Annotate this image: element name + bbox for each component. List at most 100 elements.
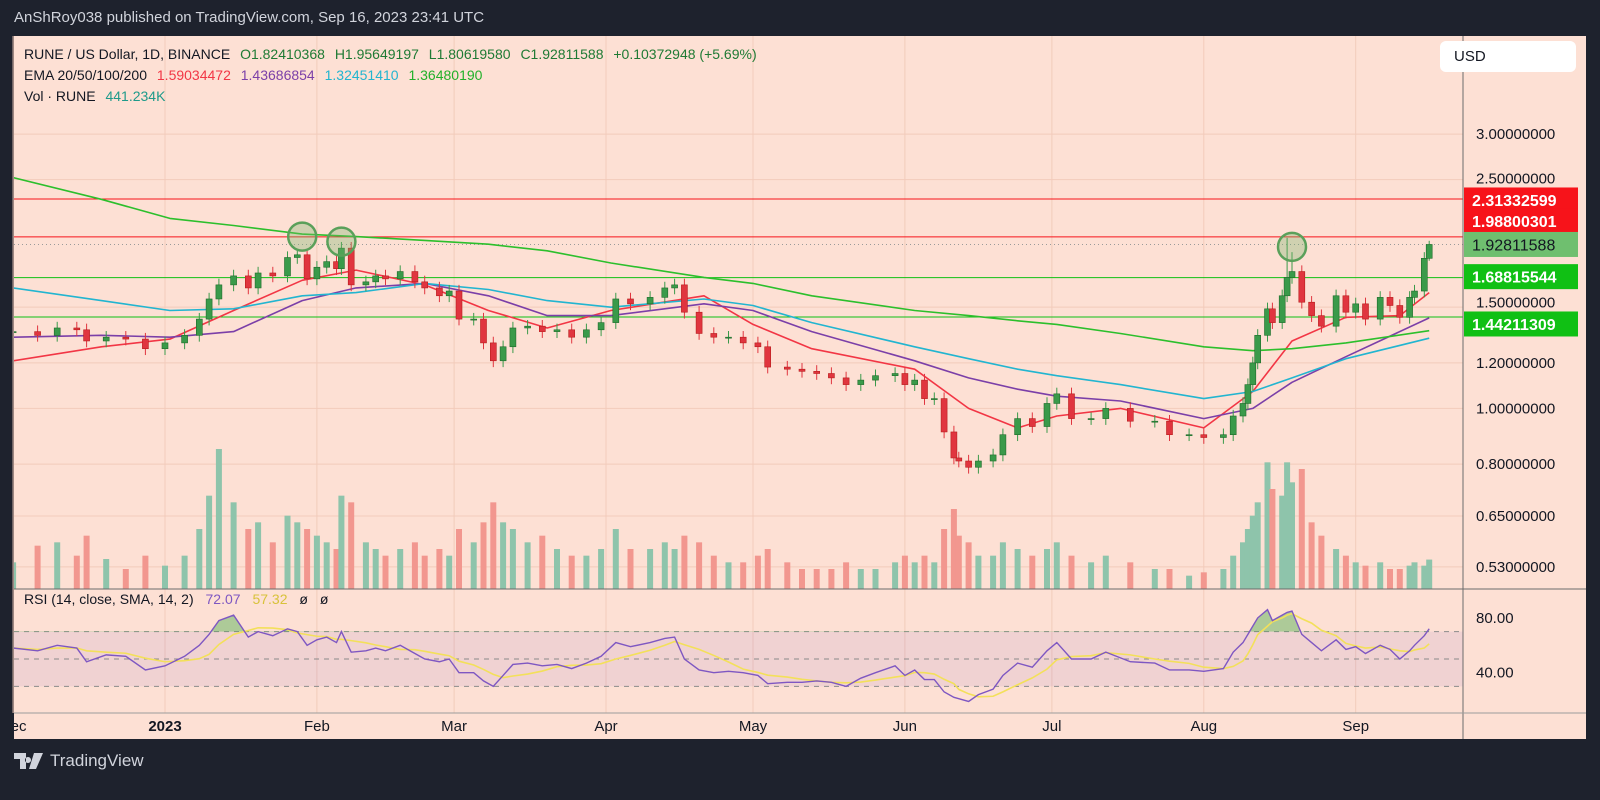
- volume-bar: [54, 542, 61, 589]
- candle-body: [538, 325, 546, 332]
- candle-body: [646, 297, 654, 305]
- volume-bar: [1264, 462, 1271, 589]
- candle-body: [783, 366, 791, 370]
- ema-lines: [14, 176, 1430, 429]
- candle-body: [382, 275, 389, 280]
- candle-body: [1087, 418, 1095, 420]
- highlight-circle: [326, 226, 357, 257]
- chart-frame: [14, 36, 1586, 739]
- volume-bar: [103, 559, 110, 589]
- candle-body: [509, 327, 517, 348]
- volume-bar: [1298, 469, 1305, 589]
- volume-bar: [446, 555, 453, 589]
- volume-bar: [1362, 565, 1369, 589]
- candle-body: [671, 284, 678, 289]
- candle-body: [989, 454, 997, 462]
- candle-body: [1386, 297, 1394, 306]
- volume-bar: [661, 542, 668, 589]
- volume-bar: [1269, 489, 1276, 589]
- candle-body: [955, 457, 963, 462]
- highlight-circle: [286, 221, 318, 252]
- candle-body: [1127, 408, 1134, 422]
- time-tick-label: Dec: [0, 718, 27, 735]
- candle-body: [102, 336, 110, 342]
- ema-line-ema50: [14, 282, 1430, 420]
- candle-body: [284, 257, 291, 277]
- price-level-label: 1.92811588: [1472, 237, 1555, 254]
- candle-body: [205, 298, 213, 320]
- candle-body: [764, 346, 772, 368]
- time-tick-label: Jul: [1042, 718, 1061, 735]
- candle-body: [921, 379, 928, 399]
- ema-label[interactable]: EMA 20/50/100/200: [24, 67, 147, 83]
- price-level-label: 1.44211309: [1472, 317, 1556, 334]
- candle-body: [1288, 271, 1296, 278]
- candle-body: [583, 329, 590, 338]
- time-tick-label: Mar: [441, 718, 467, 735]
- annotations[interactable]: [286, 221, 1308, 263]
- candle-body: [254, 272, 262, 289]
- volume-bar: [284, 515, 291, 589]
- volume-bar: [1220, 569, 1227, 589]
- candle-body: [627, 298, 634, 305]
- candle-body: [612, 298, 620, 323]
- candle-body: [891, 373, 899, 376]
- price-change: +0.10372948 (+5.69%): [613, 46, 757, 62]
- volume-bar: [1421, 565, 1428, 589]
- volume-bar: [382, 555, 389, 589]
- candle-body: [1244, 384, 1252, 404]
- candle-body: [161, 342, 169, 350]
- price-level-box: [1464, 187, 1578, 213]
- volume-bar: [230, 502, 237, 589]
- rsi-label[interactable]: RSI (14, close, SMA, 14, 2): [24, 591, 194, 607]
- ema50-value: 1.43686854: [240, 67, 315, 83]
- price-level-labels: 2.31332599 1.98800301 1.92811588 1.68815544…: [1464, 187, 1578, 337]
- volume-bar: [696, 542, 703, 589]
- candle-body: [83, 329, 90, 342]
- volume-bar: [1200, 572, 1207, 589]
- volume-label[interactable]: Vol · RUNE: [24, 88, 96, 104]
- tradingview-logo[interactable]: TradingView: [14, 751, 144, 771]
- volume-bar: [524, 542, 531, 589]
- volume-bar: [568, 555, 575, 589]
- volume-bar: [196, 529, 203, 589]
- price-level-label: 1.98800301: [1472, 214, 1557, 231]
- volume-bar: [245, 529, 252, 589]
- currency-button[interactable]: USD: [1440, 41, 1576, 72]
- candle-body: [930, 398, 938, 400]
- candle-body: [597, 322, 605, 331]
- symbol-title[interactable]: RUNE / US Dollar, 1D, BINANCE: [24, 46, 231, 62]
- candle-body: [1185, 434, 1193, 437]
- volume-bar: [1029, 555, 1036, 589]
- volume-bar: [725, 562, 732, 589]
- candle-body: [1029, 418, 1036, 427]
- candle-body: [1043, 403, 1051, 427]
- volume-bar: [857, 569, 864, 589]
- candle-body: [901, 373, 909, 385]
- candle-body: [1229, 415, 1237, 436]
- volume-bar: [999, 542, 1006, 589]
- volume-bar: [598, 549, 605, 589]
- volume-bar: [1230, 555, 1237, 589]
- candle-body: [313, 266, 321, 280]
- candle-body: [1376, 297, 1384, 320]
- volume-bar: [813, 569, 820, 589]
- volume-bar: [338, 495, 345, 589]
- tradingview-logo-icon: [14, 753, 43, 769]
- volume-bar: [1249, 515, 1256, 589]
- horizontal-levels[interactable]: [14, 198, 1463, 318]
- candle-body: [73, 327, 81, 331]
- candle-body: [34, 331, 41, 336]
- volume-bar: [73, 555, 80, 589]
- volume-bar: [710, 555, 717, 589]
- candle-body: [215, 284, 223, 300]
- volume-bar: [1244, 529, 1251, 589]
- volume-bar: [901, 555, 908, 589]
- volume-bar: [1308, 522, 1315, 589]
- price-level-box: [1464, 231, 1578, 257]
- volume-bar: [269, 542, 276, 589]
- volume-bar: [583, 555, 590, 589]
- volume-bar: [828, 569, 835, 589]
- candle-body: [1406, 297, 1413, 318]
